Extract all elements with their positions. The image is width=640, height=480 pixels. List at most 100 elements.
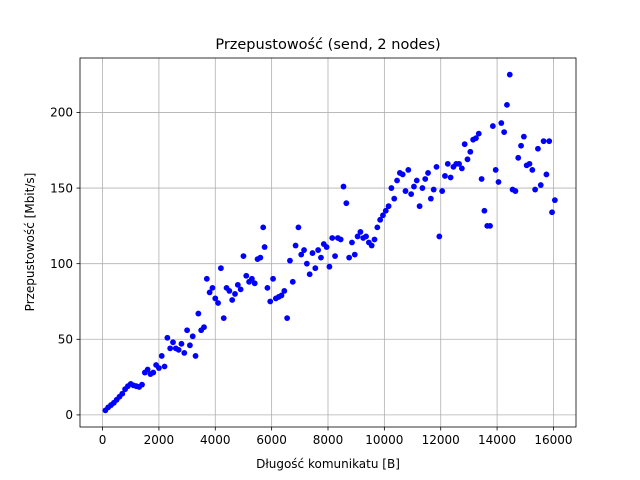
x-tick-label: 12000 <box>422 433 460 447</box>
data-point <box>408 191 415 198</box>
data-point <box>349 239 355 246</box>
data-point <box>260 224 267 231</box>
data-point <box>473 135 479 142</box>
data-point <box>458 165 465 172</box>
data-point <box>478 176 485 182</box>
y-axis-label: Przepustowość [Mbit/s] <box>23 173 37 312</box>
data-point <box>436 233 443 240</box>
data-point <box>546 138 553 145</box>
data-point <box>413 177 420 184</box>
data-point <box>201 324 207 331</box>
y-tick-label: 50 <box>58 333 73 347</box>
data-point <box>447 174 454 181</box>
data-point <box>464 156 471 163</box>
x-axis-ticks: 0 2000 4000 6000 8000 10000 12000 14000 16000 <box>99 427 573 447</box>
data-point <box>501 129 508 136</box>
data-point <box>532 186 539 193</box>
x-tick-label: 16000 <box>534 433 572 447</box>
data-point <box>518 142 524 149</box>
data-point <box>251 280 258 287</box>
data-point <box>264 284 271 291</box>
y-tick-label: 0 <box>65 408 73 422</box>
data-point <box>209 284 216 291</box>
data-point <box>215 300 221 306</box>
data-point <box>354 233 361 240</box>
data-point <box>278 292 285 299</box>
data-point <box>537 182 544 188</box>
data-point <box>382 207 389 214</box>
data-point <box>461 141 468 148</box>
chart-title: Przepustowość (send, 2 nodes) <box>215 37 440 53</box>
x-tick-label: 4000 <box>200 433 231 447</box>
data-point <box>422 176 429 182</box>
data-point <box>492 167 499 173</box>
data-point <box>368 242 375 249</box>
data-point <box>444 160 451 167</box>
data-point <box>226 287 233 294</box>
data-point <box>337 236 344 243</box>
data-point <box>212 295 219 302</box>
data-point <box>249 275 255 282</box>
x-tick-label: 6000 <box>256 433 287 447</box>
data-point <box>119 390 126 397</box>
data-point <box>306 271 313 278</box>
data-point <box>430 186 437 193</box>
data-point <box>167 345 174 352</box>
data-point <box>150 369 157 376</box>
x-tick-label: 14000 <box>478 433 516 447</box>
data-point <box>192 353 199 359</box>
data-point <box>287 257 293 264</box>
data-point <box>318 254 324 261</box>
data-point <box>377 216 384 223</box>
data-point <box>357 229 364 235</box>
data-point <box>284 315 291 322</box>
data-point <box>267 298 274 305</box>
data-point <box>295 224 302 231</box>
data-point <box>433 163 440 170</box>
data-point <box>187 342 193 349</box>
data-point <box>385 203 392 210</box>
y-axis-ticks: 0 50 100 150 200 <box>50 106 80 422</box>
data-point <box>504 101 510 108</box>
data-point <box>399 171 406 178</box>
data-point <box>289 278 296 285</box>
data-point <box>515 154 522 161</box>
data-point <box>189 333 196 340</box>
data-point <box>312 265 319 272</box>
data-point <box>487 222 493 229</box>
x-tick-label: 8000 <box>313 433 344 447</box>
data-point <box>419 185 426 191</box>
data-point <box>298 251 305 258</box>
data-point <box>540 138 547 145</box>
y-tick-label: 150 <box>50 181 73 195</box>
data-point <box>243 272 250 279</box>
data-point <box>292 242 299 249</box>
data-point <box>203 275 210 282</box>
data-point <box>175 346 182 353</box>
data-point <box>495 179 502 185</box>
data-point <box>281 287 288 294</box>
data-point <box>388 185 395 191</box>
data-point <box>475 130 482 137</box>
data-point <box>411 183 417 190</box>
data-point <box>427 195 434 202</box>
data-point <box>326 263 333 270</box>
data-point <box>323 244 330 250</box>
data-point <box>218 265 224 272</box>
data-point <box>170 339 176 346</box>
data-point <box>315 247 322 253</box>
data-point <box>363 233 369 240</box>
data-point <box>371 236 378 243</box>
data-point <box>439 188 446 194</box>
data-point <box>442 173 448 179</box>
data-point <box>261 244 268 250</box>
data-point <box>526 160 533 167</box>
data-point <box>303 260 310 267</box>
y-tick-label: 100 <box>50 257 73 271</box>
data-point <box>391 195 398 202</box>
data-point <box>535 145 541 152</box>
data-point <box>195 310 202 317</box>
data-point <box>549 209 555 216</box>
